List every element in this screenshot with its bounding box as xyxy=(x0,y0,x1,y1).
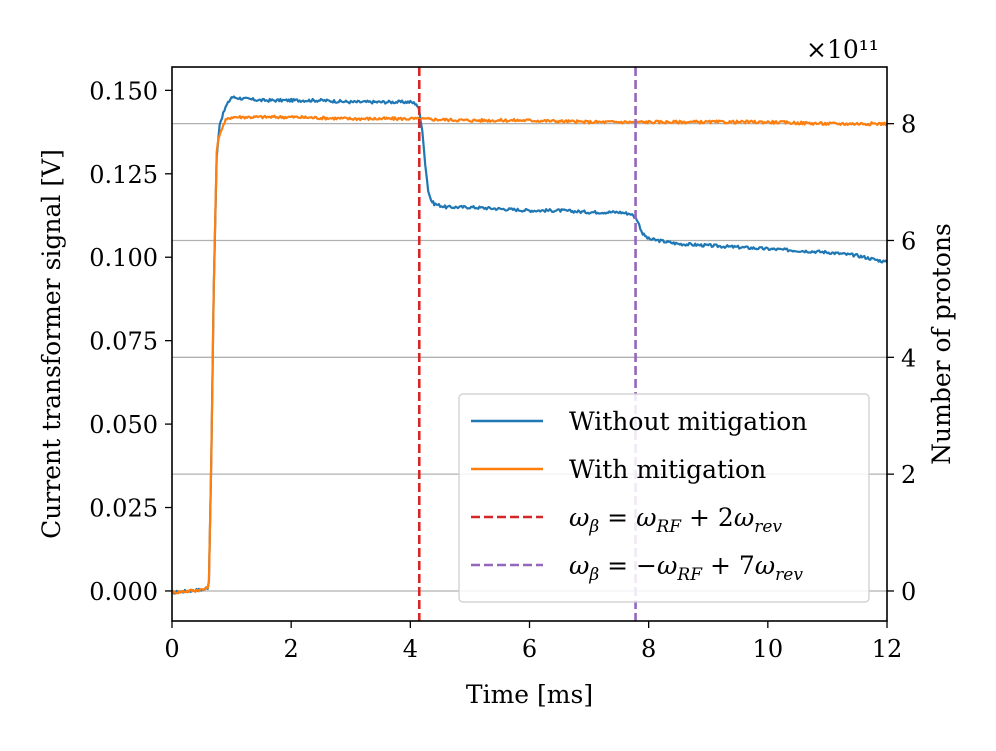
x-axis-label: Time [ms] xyxy=(466,680,593,709)
legend-label: With mitigation xyxy=(569,455,766,484)
x-tick-label: 0 xyxy=(164,635,179,663)
y-right-tick-label: 4 xyxy=(901,344,916,372)
legend-label: ωβ = −ωRF + 7ωrev xyxy=(569,551,803,585)
y-tick-label: 0.150 xyxy=(89,77,158,105)
y-right-tick-label: 6 xyxy=(901,227,916,255)
y-tick-label: 0.025 xyxy=(89,495,158,523)
legend: Without mitigation With mitigation ωβ = ωR… xyxy=(458,393,870,603)
legend-label: Without mitigation xyxy=(569,407,807,436)
y-right-axis-ticks: 0 2 4 6 8 xyxy=(887,111,916,606)
x-tick-label: 6 xyxy=(522,635,537,663)
series-line xyxy=(171,114,888,595)
y-tick-label: 0.075 xyxy=(89,328,158,356)
x-axis-ticks: 0 2 4 6 8 10 12 xyxy=(164,621,902,663)
legend-box xyxy=(458,393,870,603)
y-tick-label: 0.125 xyxy=(89,161,158,189)
y-right-tick-label: 8 xyxy=(901,111,916,139)
x-tick-label: 8 xyxy=(641,635,656,663)
x-tick-label: 2 xyxy=(284,635,299,663)
y-tick-label: 0.100 xyxy=(89,244,158,272)
y-right-tick-label: 2 xyxy=(901,461,916,489)
y-tick-label: 0.000 xyxy=(89,578,158,606)
x-tick-label: 12 xyxy=(872,635,903,663)
series-line xyxy=(171,95,888,595)
y-axis-ticks: 0.000 0.025 0.050 0.075 0.100 0.125 0.150 xyxy=(89,77,172,606)
legend-label: ωβ = ωRF + 2ωrev xyxy=(569,503,782,537)
x-tick-label: 10 xyxy=(753,635,784,663)
y-right-axis-label: Number of protons xyxy=(927,223,956,465)
y-tick-label: 0.050 xyxy=(89,411,158,439)
right-axis-multiplier: ×10¹¹ xyxy=(806,35,879,64)
x-tick-label: 4 xyxy=(403,635,418,663)
y-right-tick-label: 0 xyxy=(901,578,916,606)
series-layer xyxy=(171,95,888,595)
y-axis-label: Current transformer signal [V] xyxy=(37,149,66,539)
